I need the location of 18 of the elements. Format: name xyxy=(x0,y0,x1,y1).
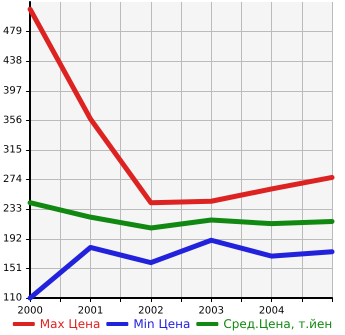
y-tick-label: 397 xyxy=(2,85,22,96)
legend-label: Сред.Цена, т.йен xyxy=(223,317,332,331)
x-tick-label: 2004 xyxy=(258,306,284,316)
y-tick-label: 110 xyxy=(2,292,22,304)
y-tick-label: 315 xyxy=(2,144,22,156)
legend-label: Max Цена xyxy=(40,317,100,331)
x-tick-label: 2001 xyxy=(78,306,104,316)
y-tick-label: 192 xyxy=(2,233,22,244)
y-tick-label: 356 xyxy=(2,114,22,126)
y-tick-label: 274 xyxy=(2,174,22,186)
y-tick-label: 151 xyxy=(2,262,22,274)
x-tick-label: 2002 xyxy=(138,306,164,316)
y-tick-label: 479 xyxy=(2,26,22,38)
y-tick-label: 438 xyxy=(2,56,22,67)
x-tick-label: 2003 xyxy=(198,306,224,316)
x-tick-label: 2000 xyxy=(17,306,43,316)
legend-label: Min Цена xyxy=(133,317,190,331)
y-tick-label: 233 xyxy=(2,204,22,215)
